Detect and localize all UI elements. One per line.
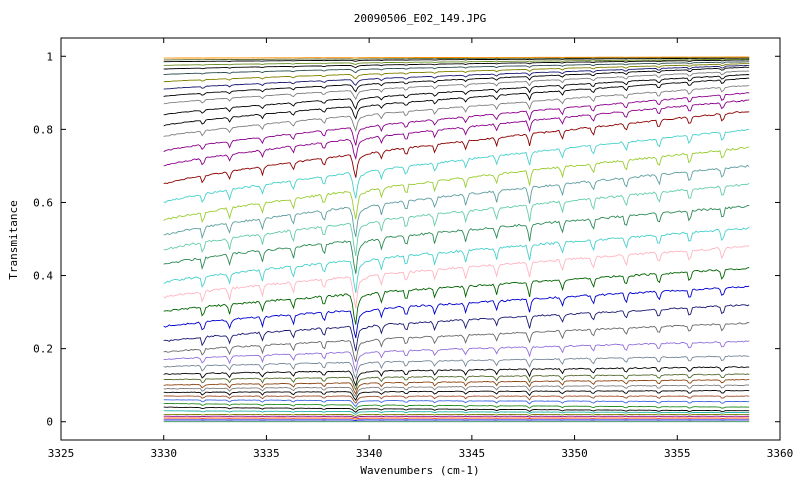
spectrum-series xyxy=(163,146,750,224)
x-tick-label: 3355 xyxy=(664,447,691,460)
spectrum-series xyxy=(163,378,750,396)
spectrum-series xyxy=(163,56,750,61)
spectrum-series xyxy=(163,70,750,105)
x-tick-label: 3330 xyxy=(150,447,177,460)
spectrum-series xyxy=(163,66,750,98)
spectrum-series xyxy=(163,92,750,153)
spectrum-series xyxy=(163,61,750,75)
spectrum-series xyxy=(163,340,750,373)
spectrum-series xyxy=(163,99,750,167)
spectrum-series xyxy=(163,128,750,203)
spectrum-series xyxy=(163,415,750,419)
spectrum-series xyxy=(163,56,750,59)
spectrum-series xyxy=(163,417,750,420)
x-tick-label: 3340 xyxy=(356,447,383,460)
spectrum-series xyxy=(163,245,750,309)
spectrum-series xyxy=(163,85,750,138)
spectrum-series xyxy=(163,205,750,274)
spectrum-series xyxy=(163,59,750,70)
x-tick-label: 3335 xyxy=(253,447,280,460)
y-tick-label: 0.4 xyxy=(33,270,53,283)
y-tick-label: 0.2 xyxy=(33,343,53,356)
spectrum-series xyxy=(163,164,750,240)
spectrum-series xyxy=(163,111,750,185)
spectrum-series xyxy=(163,266,750,325)
y-axis-label: Transmitance xyxy=(7,200,20,279)
spectrum-series xyxy=(163,77,750,127)
spectrum-series xyxy=(163,58,750,66)
spectrum-series xyxy=(163,74,750,116)
spectrum-series xyxy=(163,355,750,380)
x-tick-label: 3360 xyxy=(767,447,794,460)
spectrum-series xyxy=(163,366,750,387)
spectrum-series xyxy=(163,390,750,401)
spectrum-series xyxy=(163,322,750,362)
y-tick-label: 0.8 xyxy=(33,123,53,136)
spectrum-series xyxy=(163,413,750,417)
x-tick-label: 3325 xyxy=(48,447,75,460)
x-tick-label: 3345 xyxy=(459,447,486,460)
x-tick-label: 3350 xyxy=(561,447,588,460)
spectrum-series xyxy=(163,304,750,352)
spectrum-series xyxy=(163,402,750,411)
spectrum-series xyxy=(163,57,750,63)
spectrum-series xyxy=(163,226,750,293)
x-axis-label: Wavenumbers (cm-1) xyxy=(360,464,479,477)
spectrum-series xyxy=(163,285,750,339)
spectrum-series xyxy=(163,419,750,421)
spectrum-series xyxy=(163,384,750,398)
spectrum-series xyxy=(163,373,750,391)
y-tick-label: 0 xyxy=(46,416,53,429)
spectrum-series xyxy=(163,182,750,256)
spectrum-series xyxy=(163,395,750,404)
plot-frame xyxy=(60,37,781,441)
spectrum-series xyxy=(163,399,750,408)
spectrum-series xyxy=(163,406,750,413)
spectrum-series xyxy=(163,63,750,83)
spectrum-series xyxy=(163,410,750,415)
y-tick-label: 0.6 xyxy=(33,196,53,209)
x-axis: 3325 3330 3335 3340 3345 3350 3355 3360 xyxy=(48,38,794,460)
spectrum-series xyxy=(163,64,750,90)
y-tick-label: 1 xyxy=(46,50,53,63)
chart-title: 20090506_E02_149.JPG xyxy=(354,12,486,25)
y-axis: 0 0.2 0.4 0.6 0.8 1 xyxy=(33,50,780,429)
series-layer xyxy=(163,56,750,423)
